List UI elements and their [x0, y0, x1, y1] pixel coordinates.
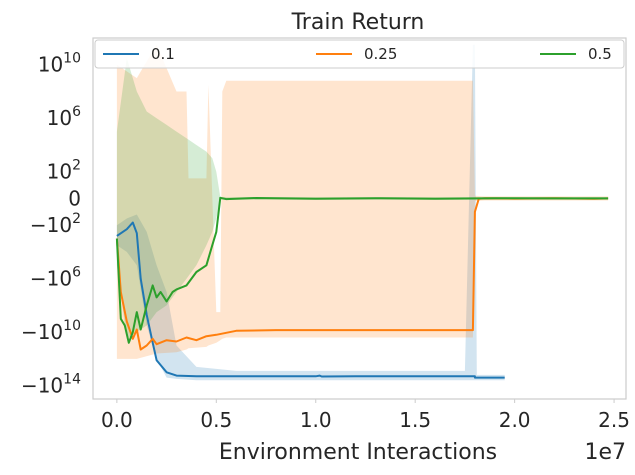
x-axis-offset-label: 1e7: [584, 440, 626, 465]
x-axis-ticks: 0.0 0.5 1.0 1.5 2.0 2.5: [101, 399, 630, 432]
x-axis-label: Environment Interactions: [219, 440, 497, 465]
line-series-0.1: [116, 221, 505, 379]
x-tick-label: 0.5: [200, 408, 232, 432]
y-tick-label: −1010: [21, 318, 81, 344]
band-series-0.1: [116, 44, 505, 381]
plot-frame: [92, 37, 627, 400]
y-tick-label: −102: [30, 211, 81, 237]
y-tick-label: −106: [30, 265, 81, 291]
band-series-0.25: [116, 44, 609, 359]
legend-label-0.5: 0.5: [588, 45, 612, 63]
line-series-0.5: [115, 196, 609, 344]
legend: 0.1 0.25 0.5: [94, 39, 625, 69]
legend-label-0.25: 0.25: [364, 45, 397, 63]
series-lines: [115, 196, 609, 379]
x-tick-label: 1.5: [399, 408, 431, 432]
y-tick-label: −1014: [21, 372, 81, 398]
legend-label-0.1: 0.1: [151, 45, 175, 63]
y-tick-label: 0: [68, 186, 81, 210]
legend-box: [94, 39, 625, 69]
x-tick-label: 2.5: [598, 408, 630, 432]
y-tick-label: 1010: [38, 51, 81, 77]
x-tick-label: 1.0: [300, 408, 332, 432]
chart-title: Train Return: [291, 10, 425, 35]
x-tick-label: 2.0: [499, 408, 531, 432]
x-tick-label: 0.0: [101, 408, 133, 432]
y-tick-label: 106: [47, 104, 81, 130]
y-tick-label: 102: [47, 158, 81, 184]
